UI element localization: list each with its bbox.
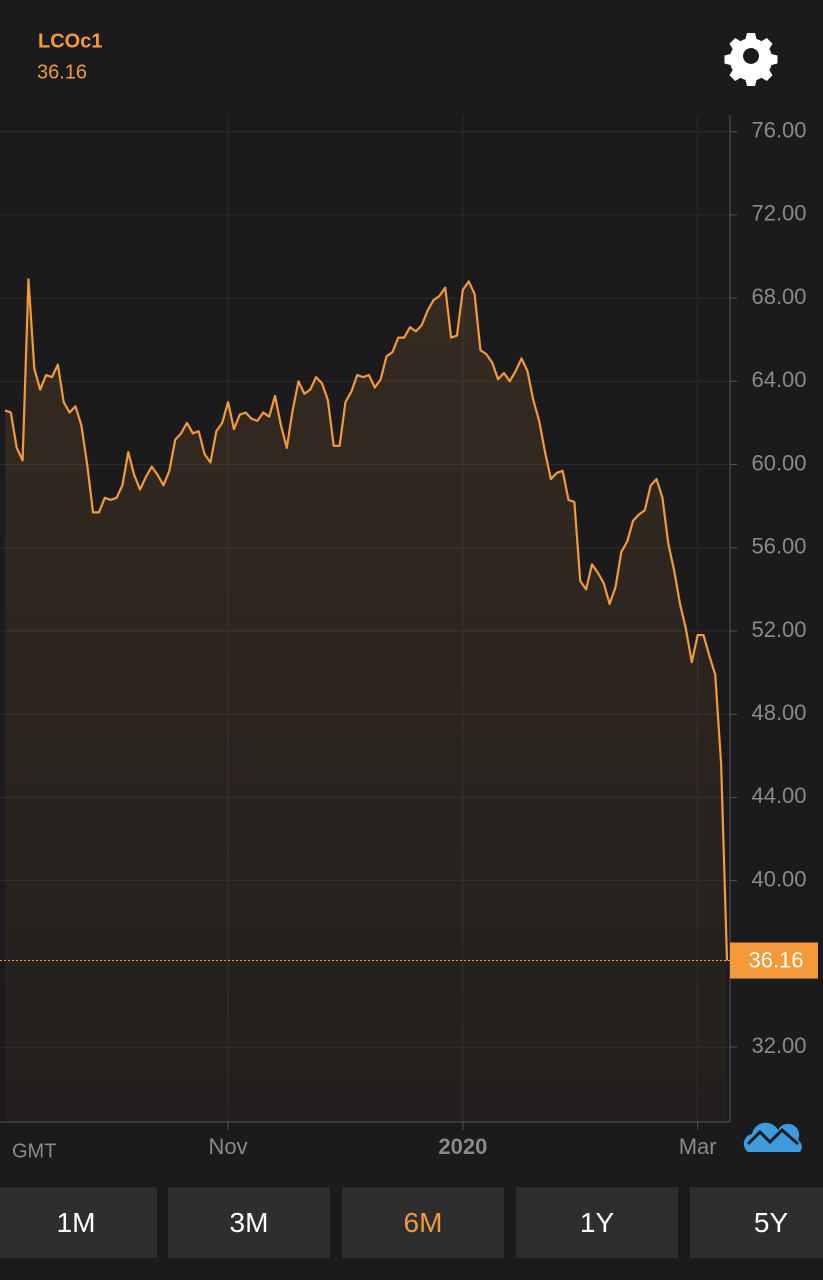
y-tick-label: 72.00 xyxy=(751,201,806,226)
settings-icon[interactable] xyxy=(724,33,778,86)
y-tick-label: 44.00 xyxy=(751,783,806,808)
x-tick-label: Mar xyxy=(679,1134,717,1159)
range-tab[interactable]: 5Y xyxy=(690,1187,823,1258)
y-tick-label: 48.00 xyxy=(751,700,806,725)
chart-style-icon[interactable] xyxy=(743,1122,802,1152)
x-tick-label: Nov xyxy=(208,1134,247,1159)
y-tick-label: 56.00 xyxy=(751,534,806,559)
price-line xyxy=(4,278,729,961)
chart: LCOc1 36.16 32.00 40.00 44.00 48.00 52.00 56.… xyxy=(0,30,818,1162)
y-tick-label: 40.00 xyxy=(751,866,806,891)
range-tab[interactable]: 1Y xyxy=(516,1187,678,1258)
range-tab[interactable]: 1M xyxy=(0,1187,157,1258)
range-tab[interactable]: 6M xyxy=(342,1187,504,1258)
y-tick-label: 52.00 xyxy=(751,617,806,642)
area-fill xyxy=(5,279,727,1122)
y-tick-label: 76.00 xyxy=(751,117,806,142)
y-tick-label: 60.00 xyxy=(751,450,806,475)
y-tick-label: 68.00 xyxy=(751,284,806,309)
x-axis-label: GMT xyxy=(12,1140,56,1162)
last-price: 36.16 xyxy=(37,61,87,83)
y-tick-label: 32.00 xyxy=(751,1033,806,1058)
range-tab[interactable]: 3M xyxy=(168,1187,330,1258)
last-price-label: 36.16 xyxy=(748,947,803,972)
x-tick-label: 2020 xyxy=(438,1134,487,1159)
last-price-box xyxy=(730,942,818,979)
symbol: LCOc1 xyxy=(38,30,102,52)
y-tick-label: 64.00 xyxy=(751,367,806,392)
